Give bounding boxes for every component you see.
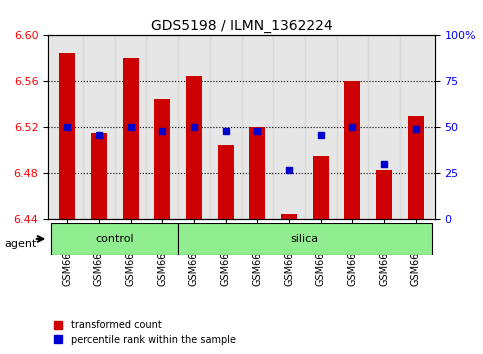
Bar	[242, 35, 273, 219]
Bar	[408, 116, 424, 219]
Bar	[313, 156, 328, 219]
Bar	[281, 214, 297, 219]
Bar	[155, 99, 170, 219]
Bar	[59, 53, 75, 219]
Bar	[115, 35, 146, 219]
Bar	[273, 35, 305, 219]
Bar	[146, 35, 178, 219]
Title: GDS5198 / ILMN_1362224: GDS5198 / ILMN_1362224	[151, 19, 332, 33]
Bar	[186, 76, 202, 219]
FancyBboxPatch shape	[52, 223, 178, 255]
Bar	[178, 35, 210, 219]
Bar	[91, 133, 107, 219]
Bar	[123, 58, 139, 219]
Bar	[52, 35, 83, 219]
Bar	[249, 127, 265, 219]
Text: silica: silica	[291, 234, 319, 244]
Bar	[376, 170, 392, 219]
Bar	[400, 35, 431, 219]
Bar	[305, 35, 337, 219]
Bar	[337, 35, 368, 219]
Bar	[368, 35, 400, 219]
Text: agent: agent	[5, 239, 37, 249]
FancyBboxPatch shape	[178, 223, 431, 255]
Bar	[218, 145, 234, 219]
Bar	[344, 81, 360, 219]
Legend: transformed count, percentile rank within the sample: transformed count, percentile rank withi…	[53, 320, 236, 345]
Text: control: control	[96, 234, 134, 244]
Bar	[83, 35, 115, 219]
Bar	[210, 35, 242, 219]
